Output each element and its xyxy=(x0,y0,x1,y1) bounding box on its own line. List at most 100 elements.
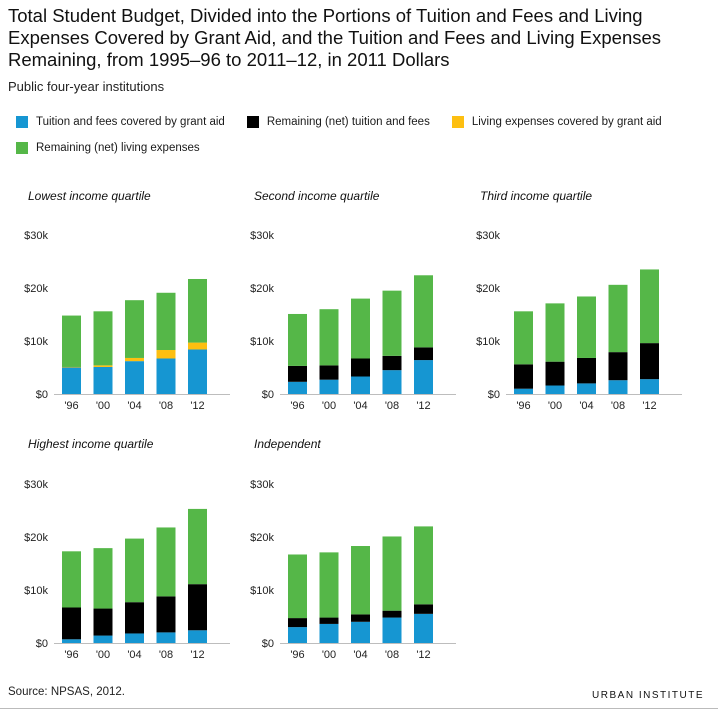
bar-segment-tuition-and-fees-covered-by-grant-aid xyxy=(351,621,370,643)
panel-title-highest-income-quartile: Highest income quartile xyxy=(28,437,154,451)
bar-segment-tuition-and-fees-covered-by-grant-aid xyxy=(156,358,176,394)
bar-segment-remaining-net-tuition-and-fees xyxy=(93,608,113,636)
bar-segment-living-expenses-covered-by-grant-aid xyxy=(125,357,144,362)
bar-segment-tuition-and-fees-covered-by-grant-aid xyxy=(351,376,370,394)
bar-segment-remaining-net-living-expenses xyxy=(319,309,339,366)
bar-segment-living-expenses-covered-by-grant-aid xyxy=(188,342,207,350)
bar-segment-remaining-net-tuition-and-fees xyxy=(125,602,144,634)
bar-segment-remaining-net-living-expenses xyxy=(319,552,339,618)
bar-segment-remaining-net-living-expenses xyxy=(125,300,144,358)
bar-segment-remaining-net-living-expenses xyxy=(188,278,207,343)
bar-segment-tuition-and-fees-covered-by-grant-aid xyxy=(382,617,402,643)
panel-title-independent: Independent xyxy=(254,437,321,451)
bar-segment-remaining-net-living-expenses xyxy=(125,538,144,603)
bar-segment-remaining-net-tuition-and-fees xyxy=(514,364,533,389)
bar-segment-tuition-and-fees-covered-by-grant-aid xyxy=(62,639,81,643)
bar-segment-remaining-net-living-expenses xyxy=(351,298,370,359)
bar-segment-living-expenses-covered-by-grant-aid xyxy=(93,365,113,367)
x-tick-label: '00 xyxy=(548,400,562,412)
bar-segment-remaining-net-living-expenses xyxy=(577,296,596,358)
y-tick-label: $20k xyxy=(250,283,274,295)
x-tick-label: '04 xyxy=(353,400,367,412)
bar-segment-remaining-net-living-expenses xyxy=(156,527,176,597)
y-tick-label: $10k xyxy=(250,585,274,597)
brand-logo-text: URBAN INSTITUTE xyxy=(592,690,704,701)
legend: Tuition and fees covered by grant aid Re… xyxy=(16,116,706,154)
bar-segment-living-expenses-covered-by-grant-aid xyxy=(62,366,81,368)
x-tick-label: '08 xyxy=(385,400,399,412)
legend-label-living-grant: Living expenses covered by grant aid xyxy=(471,116,662,128)
chart-panel-lowest-income-quartile: Lowest income quartile $0 $10k $20k $30k '96 '… xyxy=(24,189,230,412)
chart-title: Total Student Budget, Divided into the P… xyxy=(8,5,662,70)
bar-segment-tuition-and-fees-covered-by-grant-aid xyxy=(414,613,433,643)
bar-segment-remaining-net-tuition-and-fees xyxy=(62,607,81,640)
y-tick-label: $0 xyxy=(488,389,500,401)
bar-segment-living-expenses-covered-by-grant-aid xyxy=(156,350,176,359)
legend-label-net-tuition: Remaining (net) tuition and fees xyxy=(266,116,430,128)
y-tick-label: $10k xyxy=(476,336,500,348)
y-tick-label: $30k xyxy=(24,479,48,491)
x-tick-label: '12 xyxy=(190,400,204,412)
x-tick-label: '96 xyxy=(516,400,530,412)
chart-panel-third-income-quartile: Third income quartile $0 $10k $20k $30k '96 '0… xyxy=(476,189,682,412)
y-tick-label: $20k xyxy=(250,532,274,544)
x-tick-label: '04 xyxy=(127,649,141,661)
panel-title-third-income-quartile: Third income quartile xyxy=(480,189,592,203)
panel-title-second-income-quartile: Second income quartile xyxy=(254,189,380,203)
bar-segment-tuition-and-fees-covered-by-grant-aid xyxy=(382,370,402,394)
legend-label-tuition-grant: Tuition and fees covered by grant aid xyxy=(36,116,225,128)
x-tick-label: '08 xyxy=(159,400,173,412)
bar-segment-remaining-net-living-expenses xyxy=(93,311,113,366)
bar-segment-tuition-and-fees-covered-by-grant-aid xyxy=(288,381,307,394)
chart-panel-second-income-quartile: Second income quartile $0 $10k $20k $30k '96 '… xyxy=(250,189,456,412)
bar-segment-remaining-net-living-expenses xyxy=(414,275,433,348)
y-tick-label: $0 xyxy=(36,638,48,650)
bar-segment-remaining-net-tuition-and-fees xyxy=(156,596,176,633)
bar-segment-remaining-net-tuition-and-fees xyxy=(188,584,207,631)
x-tick-label: '96 xyxy=(64,400,78,412)
chart-subtitle: Public four-year institutions xyxy=(8,79,165,94)
bar-segment-tuition-and-fees-covered-by-grant-aid xyxy=(188,349,207,394)
bar-segment-remaining-net-living-expenses xyxy=(156,292,176,351)
y-tick-label: $0 xyxy=(36,389,48,401)
bar-segment-tuition-and-fees-covered-by-grant-aid xyxy=(514,388,533,394)
y-tick-label: $0 xyxy=(262,638,274,650)
bar-segment-tuition-and-fees-covered-by-grant-aid xyxy=(62,367,81,394)
bar-segment-remaining-net-living-expenses xyxy=(514,311,533,365)
bar-segment-tuition-and-fees-covered-by-grant-aid xyxy=(125,361,144,394)
bar-segment-remaining-net-tuition-and-fees xyxy=(351,358,370,377)
legend-item-living-grant: Living expenses covered by grant aid xyxy=(451,116,662,128)
y-tick-label: $30k xyxy=(24,230,48,242)
bar-segment-remaining-net-living-expenses xyxy=(414,526,433,605)
bar-segment-remaining-net-tuition-and-fees xyxy=(319,365,339,380)
legend-label-net-living: Remaining (net) living expenses xyxy=(36,142,200,154)
legend-swatch-net-tuition xyxy=(246,116,259,128)
bar-segment-tuition-and-fees-covered-by-grant-aid xyxy=(640,379,659,394)
bar-segment-tuition-and-fees-covered-by-grant-aid xyxy=(125,633,144,643)
bar-segment-remaining-net-tuition-and-fees xyxy=(382,610,402,618)
legend-swatch-living-grant xyxy=(451,116,464,128)
bar-segment-tuition-and-fees-covered-by-grant-aid xyxy=(319,623,339,643)
bar-segment-remaining-net-tuition-and-fees xyxy=(288,365,307,382)
x-tick-label: '00 xyxy=(96,400,110,412)
source-note: Source: NPSAS, 2012. xyxy=(8,686,125,698)
bar-segment-tuition-and-fees-covered-by-grant-aid xyxy=(414,360,433,394)
x-tick-label: '96 xyxy=(64,649,78,661)
x-tick-label: '08 xyxy=(159,649,173,661)
bar-segment-tuition-and-fees-covered-by-grant-aid xyxy=(319,379,339,394)
bar-segment-remaining-net-tuition-and-fees xyxy=(382,355,402,371)
legend-swatch-tuition-grant xyxy=(16,116,28,128)
bar-segment-remaining-net-living-expenses xyxy=(382,536,402,611)
bar-segment-tuition-and-fees-covered-by-grant-aid xyxy=(545,385,565,394)
bar-segment-tuition-and-fees-covered-by-grant-aid xyxy=(188,630,207,643)
x-tick-label: '00 xyxy=(322,400,336,412)
bar-segment-remaining-net-living-expenses xyxy=(288,554,307,619)
bar-segment-remaining-net-living-expenses xyxy=(382,290,402,356)
y-tick-label: $20k xyxy=(24,283,48,295)
bar-segment-remaining-net-living-expenses xyxy=(351,546,370,615)
bar-segment-remaining-net-living-expenses xyxy=(608,284,628,353)
y-tick-label: $10k xyxy=(250,336,274,348)
y-tick-label: $20k xyxy=(476,283,500,295)
bar-segment-remaining-net-living-expenses xyxy=(288,313,307,366)
